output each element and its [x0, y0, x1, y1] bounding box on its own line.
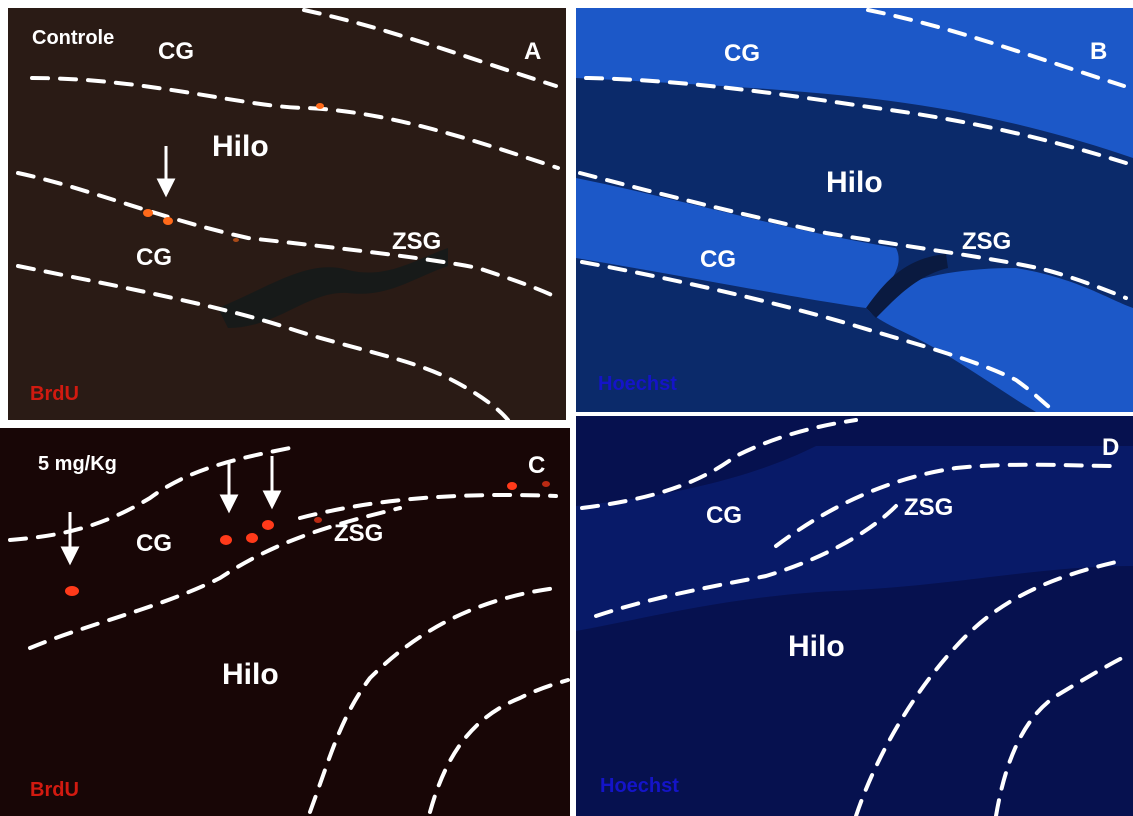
panel-d-hoechst: D CG ZSG Hilo Hoechst	[576, 416, 1133, 816]
region-label-hilo: Hilo	[222, 658, 279, 691]
panel-c-brdu-treated: 5 mg/Kg C CG ZSG Hilo BrdU	[0, 428, 570, 816]
region-label-zsg: ZSG	[334, 520, 384, 547]
panel-a-micrograph	[8, 8, 566, 420]
region-label-cg: CG	[136, 530, 172, 557]
panel-b-micrograph	[576, 8, 1133, 412]
panel-d-micrograph	[576, 416, 1133, 816]
region-label-cg-bottom: CG	[700, 246, 736, 273]
region-label-hilo: Hilo	[826, 166, 883, 199]
panel-c-micrograph	[0, 428, 570, 816]
region-label-cg-bottom: CG	[136, 244, 172, 271]
stain-label-hoechst: Hoechst	[598, 373, 677, 395]
region-label-hilo: Hilo	[788, 630, 845, 663]
panel-b-hoechst: CG B Hilo CG ZSG Hoechst	[576, 8, 1133, 412]
panel-letter: C	[528, 452, 546, 479]
panel-letter: B	[1090, 38, 1108, 65]
condition-label: 5 mg/Kg	[38, 453, 117, 475]
region-label-cg-top: CG	[158, 38, 194, 65]
region-label-cg: CG	[706, 502, 742, 529]
panel-a-brdu-control: Controle CG A Hilo CG ZSG BrdU	[8, 8, 566, 420]
stain-label-hoechst: Hoechst	[600, 775, 679, 797]
stain-label-brdu: BrdU	[30, 383, 79, 405]
panel-letter: D	[1102, 434, 1120, 461]
region-label-cg-top: CG	[724, 40, 760, 67]
condition-label: Controle	[32, 27, 115, 49]
region-label-zsg: ZSG	[962, 228, 1012, 255]
stain-label-brdu: BrdU	[30, 779, 79, 801]
region-label-zsg: ZSG	[392, 228, 442, 255]
region-label-zsg: ZSG	[904, 494, 954, 521]
region-label-hilo: Hilo	[212, 130, 269, 163]
panel-letter: A	[524, 38, 542, 65]
